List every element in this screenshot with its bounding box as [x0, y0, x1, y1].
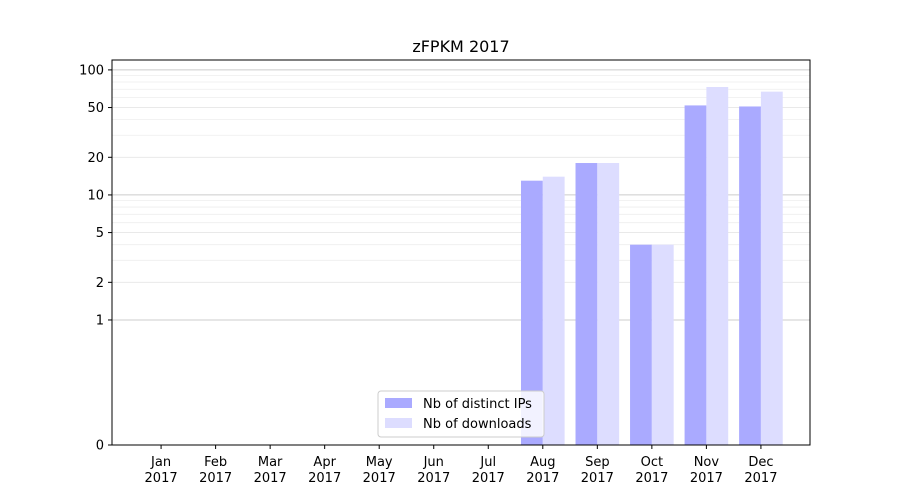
- x-tick-label-line: Dec: [748, 455, 773, 470]
- legend: Nb of distinct IPs Nb of downloads: [377, 390, 545, 438]
- legend-box: [377, 390, 545, 438]
- bar-downloads: [542, 176, 565, 445]
- y-tick-label: 20: [87, 151, 104, 166]
- legend-label: Nb of distinct IPs: [423, 397, 532, 412]
- x-tick-label-line: 2017: [308, 471, 341, 486]
- bar-distinct-ips: [575, 163, 598, 445]
- x-tick-label: Nov 2017: [690, 455, 723, 486]
- x-tick-label-line: 2017: [254, 471, 287, 486]
- x-tick-label-line: 2017: [690, 471, 723, 486]
- legend-swatch: [385, 398, 412, 408]
- bar-downloads: [706, 86, 729, 445]
- y-tick-label: 100: [79, 63, 104, 78]
- x-tick-label-line: Apr: [313, 455, 336, 470]
- bar-downloads: [651, 244, 674, 445]
- legend-swatch: [385, 418, 412, 428]
- x-tick-label-line: Mar: [258, 455, 283, 470]
- plot-frame: [111, 59, 811, 446]
- bar-distinct-ips: [520, 180, 543, 445]
- x-tick-label-line: 2017: [526, 471, 559, 486]
- x-tick-label: Sep 2017: [581, 455, 614, 486]
- chart-title: zFPKM 2017: [412, 37, 509, 56]
- x-tick-label-line: 2017: [145, 471, 178, 486]
- x-tick-label-line: 2017: [472, 471, 505, 486]
- x-tick-label: May 2017: [363, 455, 396, 486]
- y-tick-label: 2: [96, 276, 104, 291]
- x-tick-label: Dec 2017: [744, 455, 777, 486]
- x-tick-label-line: Jun: [423, 455, 444, 470]
- bar-downloads: [760, 91, 783, 445]
- y-tick-label: 5: [96, 226, 104, 241]
- x-tick-label-line: 2017: [363, 471, 396, 486]
- x-tick-label: Apr 2017: [308, 455, 341, 486]
- x-tick-label-line: 2017: [744, 471, 777, 486]
- x-tick-label-line: 2017: [635, 471, 668, 486]
- x-tick-label: Jul 2017: [472, 455, 505, 486]
- x-tick-label-line: Jul: [479, 455, 496, 470]
- x-tick-label-line: 2017: [199, 471, 232, 486]
- bar-downloads: [597, 163, 620, 445]
- x-tick-label: Mar 2017: [254, 455, 287, 486]
- x-tick-label: Oct 2017: [635, 455, 668, 486]
- bar-distinct-ips: [739, 106, 761, 445]
- x-tick-label-line: Jan: [150, 455, 171, 470]
- x-tick-label-line: Oct: [641, 455, 663, 470]
- x-tick-label-line: 2017: [581, 471, 614, 486]
- x-tick-label-line: 2017: [417, 471, 450, 486]
- x-tick-label: Jun 2017: [417, 455, 450, 486]
- y-axis: 0 1 2 5 10 20 50 100: [79, 63, 112, 454]
- bars: [520, 86, 783, 446]
- y-tick-label: 50: [87, 101, 104, 116]
- y-tick-label: 1: [96, 313, 104, 328]
- bar-distinct-ips: [630, 244, 652, 445]
- x-tick-label: Jan 2017: [145, 455, 178, 486]
- x-tick-label-line: Nov: [694, 455, 720, 470]
- legend-label: Nb of downloads: [423, 417, 532, 432]
- y-tick-label: 0: [96, 439, 104, 454]
- x-tick-label-line: May: [366, 455, 393, 470]
- x-tick-label-line: Sep: [585, 455, 610, 470]
- x-tick-label-line: Feb: [204, 455, 227, 470]
- x-tick-label: Aug 2017: [526, 455, 559, 486]
- y-tick-label: 10: [87, 188, 104, 203]
- x-tick-label: Feb 2017: [199, 455, 232, 486]
- bar-distinct-ips: [684, 105, 707, 446]
- x-tick-label-line: Aug: [530, 455, 555, 470]
